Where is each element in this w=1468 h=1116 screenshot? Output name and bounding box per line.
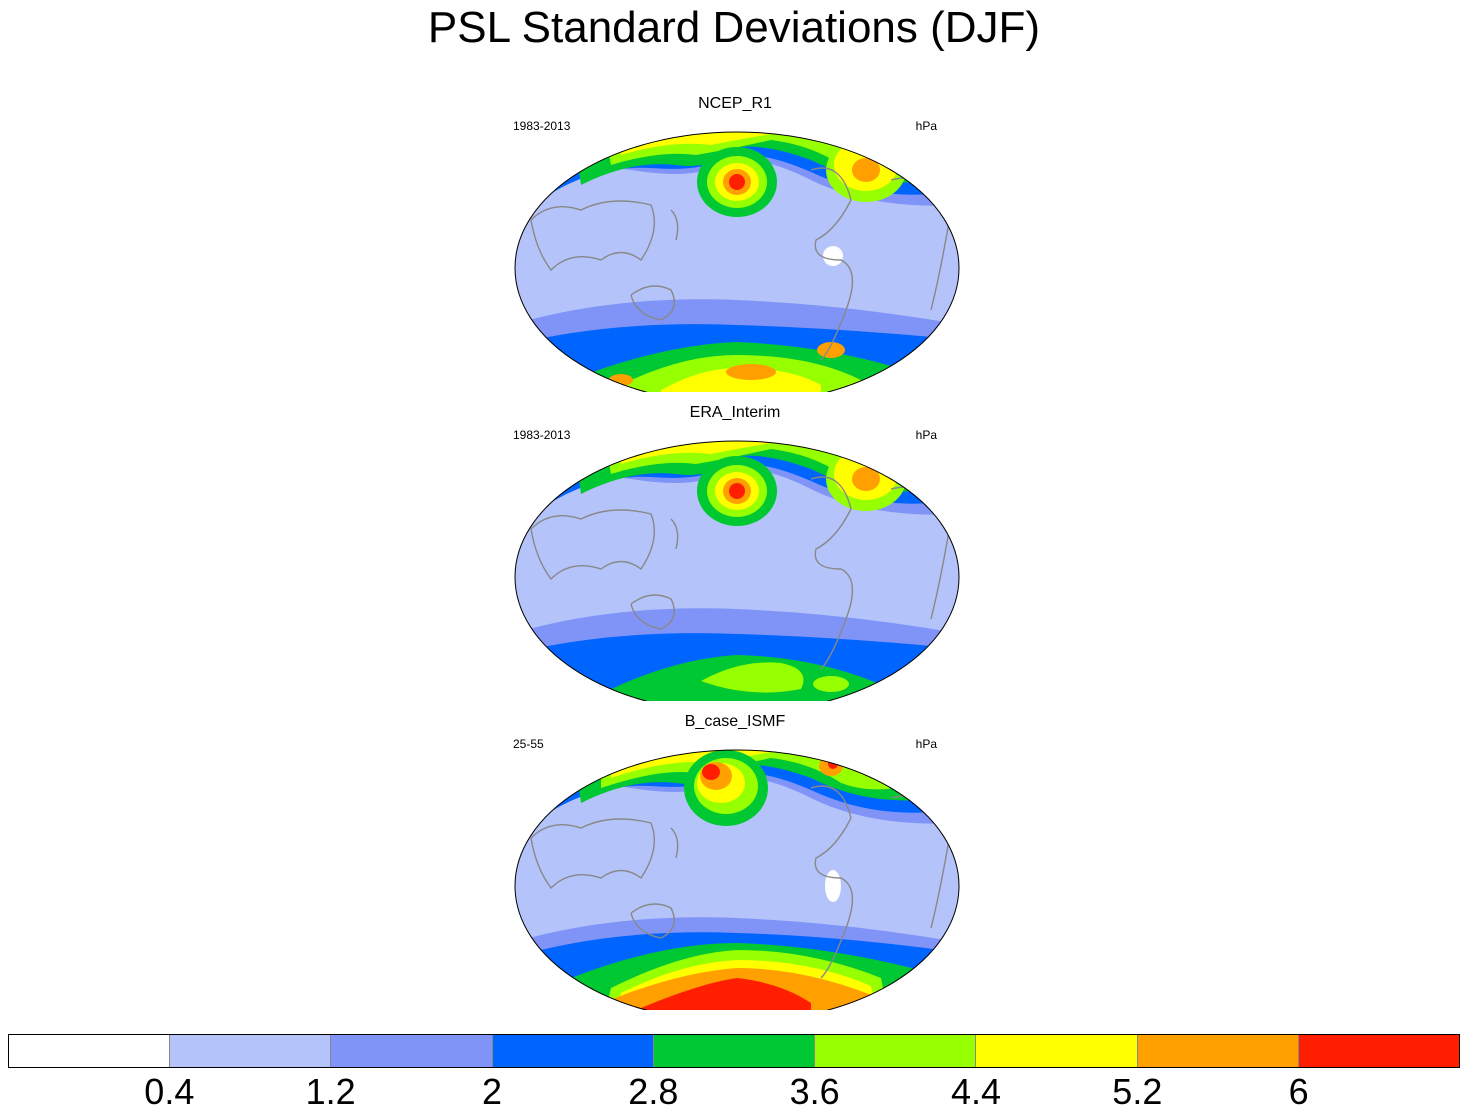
colorbar [8,1034,1460,1068]
colorbar-labels: 0.4 1.2 2 2.8 3.6 4.4 5.2 6 [8,1072,1460,1116]
colorbar-label: 2 [481,1071,503,1112]
panel-units: hPa [915,737,937,751]
panel-period: 1983-2013 [513,119,571,133]
colorbar-label: 6 [1288,1071,1309,1112]
colorbar-box [170,1035,332,1067]
panel-period: 25-55 [513,737,544,751]
panel-ncep-r1: NCEP_R1 1983-2013 hPa [505,94,965,394]
colorbar-label: 3.6 [789,1071,840,1112]
global-map-era [514,440,960,701]
panel-units: hPa [915,119,937,133]
panel-b-case-ismf: B_case_ISMF 25-55 hPa [505,712,965,1012]
colorbar-label: 1.2 [305,1071,356,1112]
panel-title: ERA_Interim [689,404,781,421]
colorbar-box [1298,1035,1459,1067]
colorbar-box [492,1035,654,1067]
colorbar-label: 2.8 [628,1071,679,1112]
global-map-bcase [514,749,960,1010]
colorbar-box [815,1035,977,1067]
main-title: PSL Standard Deviations (DJF) [427,3,1041,52]
colorbar-label: 0.4 [144,1071,195,1112]
colorbar-box [976,1035,1138,1067]
colorbar-box [9,1035,171,1067]
panel-title: NCEP_R1 [698,95,772,112]
panel-units: hPa [915,428,937,442]
panel-title: B_case_ISMF [684,713,786,730]
panel-period: 1983-2013 [513,428,571,442]
global-map-ncep [514,131,960,392]
panel-era-interim: ERA_Interim 1983-2013 hPa [505,403,965,703]
colorbar-box [1137,1035,1299,1067]
colorbar-box [331,1035,493,1067]
colorbar-box [653,1035,816,1067]
colorbar-label: 4.4 [950,1071,1002,1112]
colorbar-label: 5.2 [1112,1071,1163,1112]
